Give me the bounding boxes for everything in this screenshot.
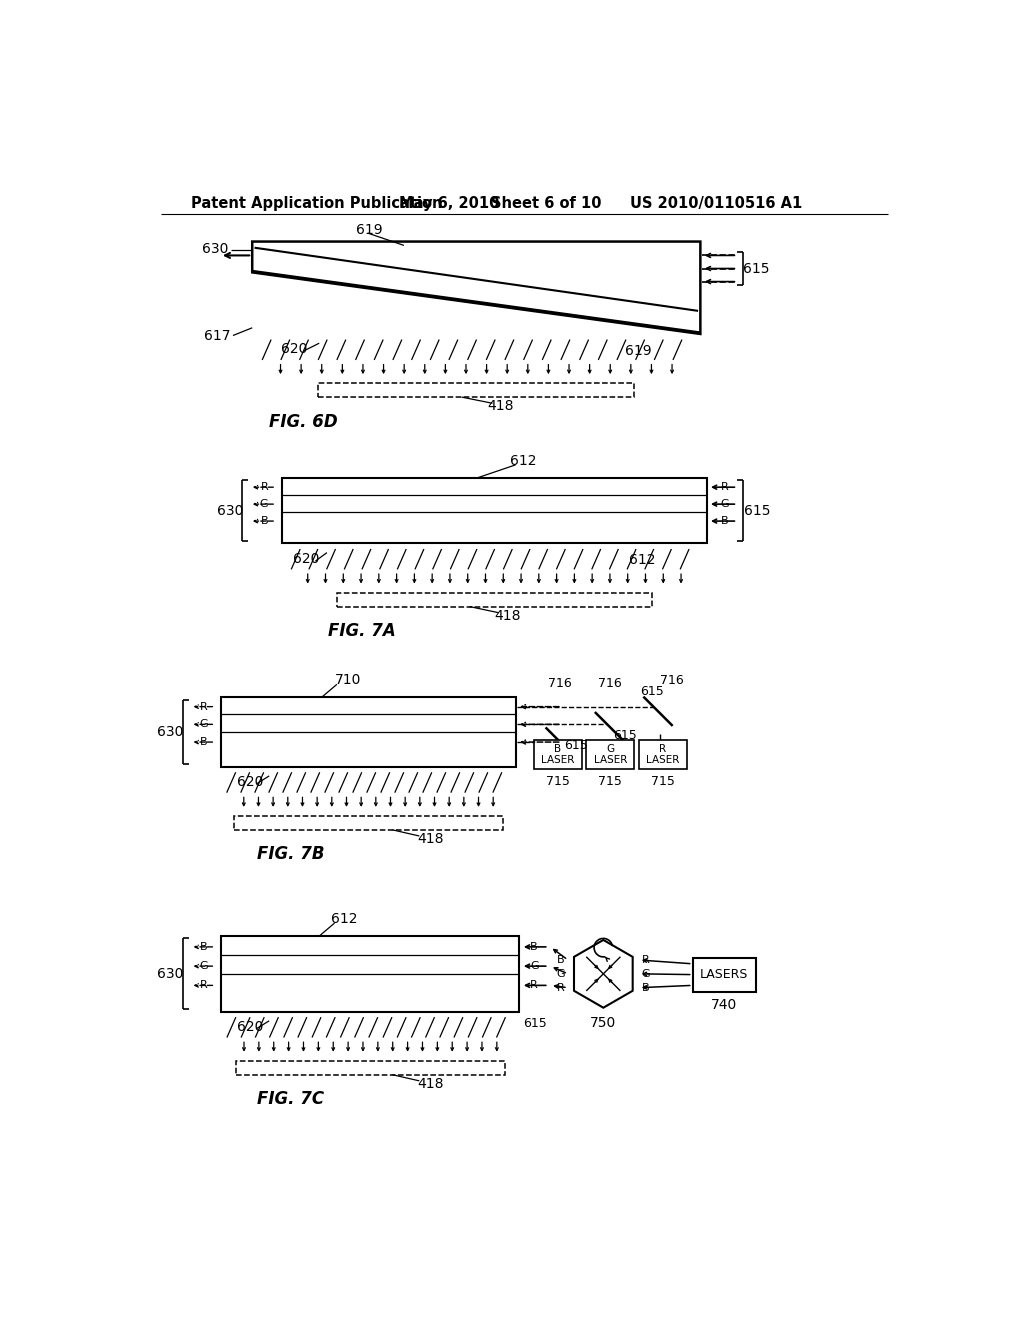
Text: R: R	[557, 982, 565, 993]
Text: R: R	[200, 702, 208, 711]
Text: G: G	[260, 499, 268, 510]
Text: G: G	[720, 499, 729, 510]
Text: R: R	[720, 482, 728, 492]
Bar	[639, 739, 686, 770]
Text: 619: 619	[626, 345, 652, 358]
Text: 418: 418	[486, 400, 513, 413]
Text: 615: 615	[640, 685, 664, 698]
Text: B: B	[261, 516, 268, 527]
Text: B: B	[200, 942, 208, 952]
Text: FIG. 7B: FIG. 7B	[257, 846, 325, 863]
Text: 715: 715	[598, 775, 623, 788]
Bar	[221, 697, 515, 767]
Text: 615: 615	[564, 739, 588, 752]
Text: 418: 418	[418, 1077, 444, 1090]
Text: 710: 710	[335, 673, 360, 688]
Text: 716: 716	[598, 677, 622, 690]
Text: 715: 715	[650, 775, 675, 788]
Bar	[318, 383, 634, 397]
Text: 620: 620	[237, 775, 263, 789]
Text: B: B	[642, 982, 649, 993]
Text: 716: 716	[548, 677, 572, 690]
Bar	[535, 739, 582, 770]
Text: G: G	[642, 969, 650, 979]
Text: 615: 615	[613, 730, 637, 742]
Bar	[587, 739, 634, 770]
Text: B: B	[200, 737, 208, 747]
Text: 612: 612	[332, 912, 357, 927]
Text: 620: 620	[237, 1020, 263, 1034]
Text: B
LASER: B LASER	[542, 743, 574, 766]
Text: R: R	[642, 954, 649, 965]
Bar	[236, 1061, 505, 1074]
Text: 750: 750	[590, 1016, 616, 1030]
Polygon shape	[574, 940, 633, 1007]
Text: 418: 418	[495, 609, 521, 623]
Bar	[221, 936, 519, 1011]
Text: Sheet 6 of 10: Sheet 6 of 10	[490, 195, 601, 211]
Text: B: B	[530, 942, 538, 952]
Text: LASERS: LASERS	[700, 968, 749, 981]
Bar	[337, 593, 652, 607]
Text: 619: 619	[356, 223, 383, 238]
Text: 630: 630	[158, 725, 183, 739]
Bar	[692, 958, 756, 991]
Text: 620: 620	[293, 552, 319, 566]
Text: 630: 630	[158, 966, 183, 981]
Polygon shape	[252, 242, 700, 334]
Text: 615: 615	[523, 1016, 547, 1030]
Text: 617: 617	[204, 329, 230, 342]
Bar	[283, 478, 707, 544]
Text: G: G	[199, 961, 208, 972]
Text: 715: 715	[546, 775, 569, 788]
Text: 630: 630	[202, 243, 228, 256]
Text: R: R	[261, 482, 268, 492]
Text: R: R	[530, 981, 538, 990]
Text: May 6, 2010: May 6, 2010	[398, 195, 499, 211]
Text: Patent Application Publication: Patent Application Publication	[190, 195, 442, 211]
Text: 612: 612	[630, 553, 655, 568]
Text: FIG. 7A: FIG. 7A	[328, 622, 395, 640]
Text: 615: 615	[742, 261, 769, 276]
Text: 612: 612	[510, 454, 537, 469]
Text: G: G	[199, 719, 208, 730]
Bar	[233, 816, 503, 830]
Text: 620: 620	[281, 342, 307, 356]
Text: B: B	[557, 954, 565, 965]
Text: US 2010/0110516 A1: US 2010/0110516 A1	[630, 195, 802, 211]
Text: 630: 630	[217, 504, 243, 517]
Text: R: R	[200, 981, 208, 990]
Text: FIG. 6D: FIG. 6D	[269, 413, 338, 430]
Text: 716: 716	[660, 675, 684, 686]
Text: B: B	[720, 516, 728, 527]
Text: G: G	[556, 969, 565, 979]
Text: G: G	[530, 961, 539, 972]
Text: R
LASER: R LASER	[646, 743, 679, 766]
Text: 418: 418	[418, 832, 444, 846]
Text: 615: 615	[744, 504, 771, 517]
Text: 740: 740	[711, 998, 737, 1012]
Text: G
LASER: G LASER	[594, 743, 627, 766]
Text: FIG. 7C: FIG. 7C	[257, 1090, 325, 1109]
